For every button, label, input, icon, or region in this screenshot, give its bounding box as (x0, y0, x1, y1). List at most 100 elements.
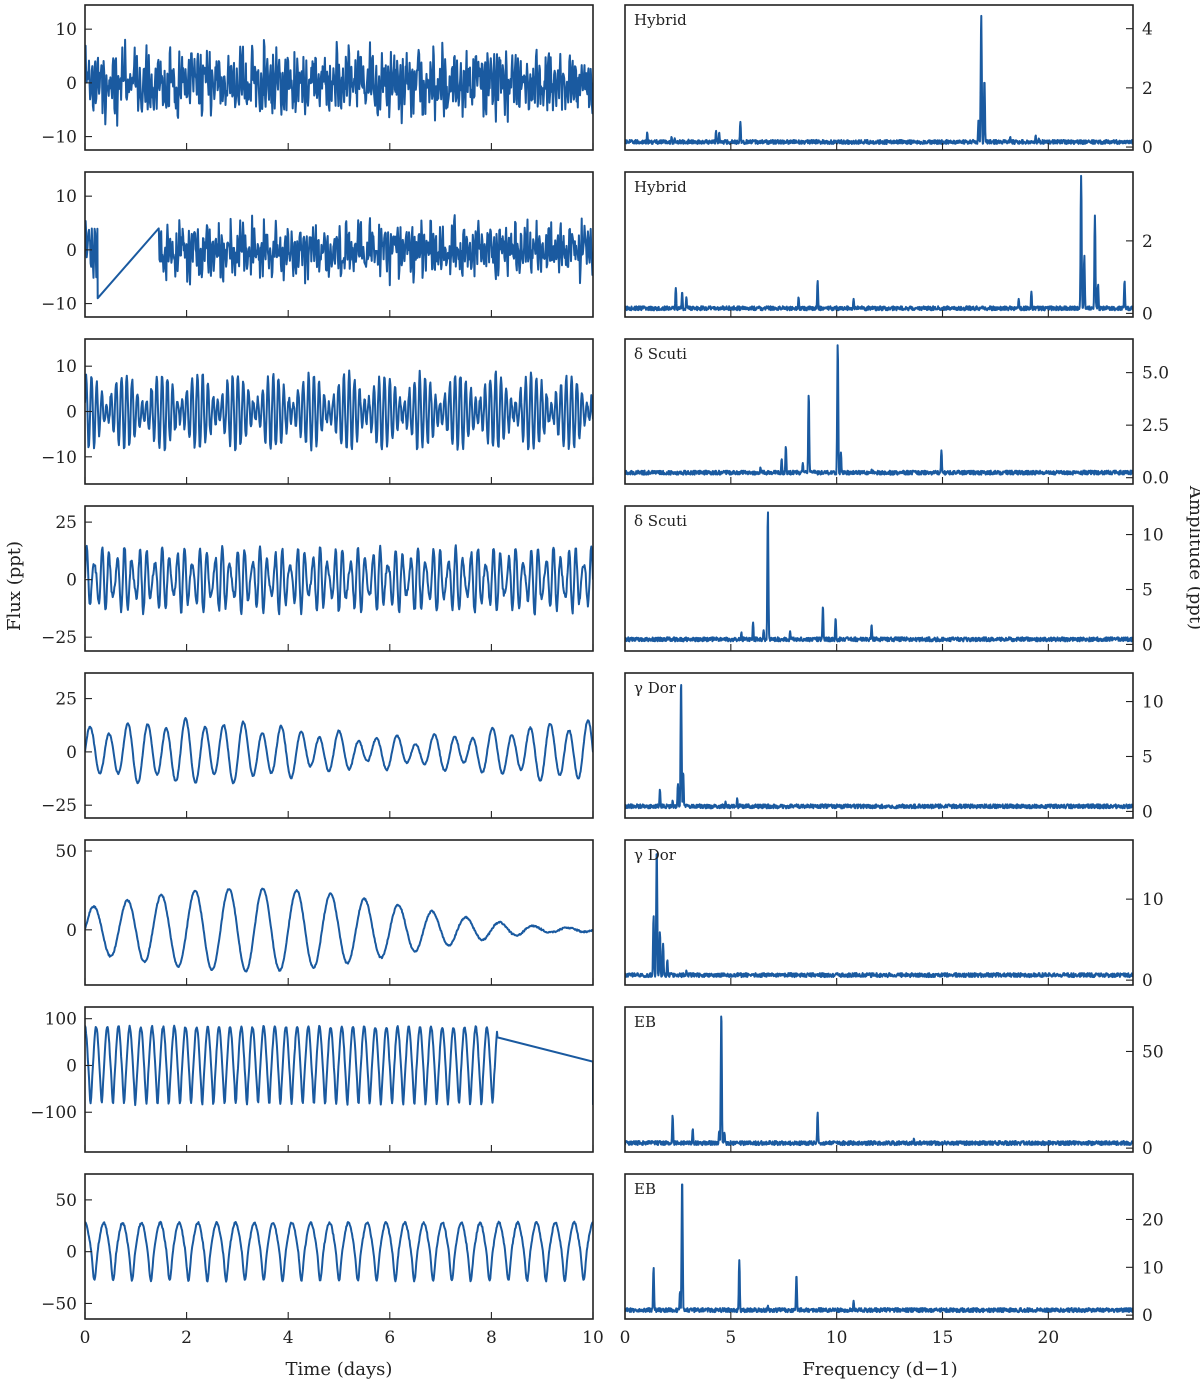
x-tick-label: 4 (283, 1328, 294, 1348)
y-tick-label: 10 (1142, 890, 1164, 910)
x-tick-label: 2 (181, 1328, 192, 1348)
y-tick-label: 10 (55, 187, 77, 207)
y-tick-label: 10 (1142, 693, 1164, 713)
x-tick-label: 10 (582, 1328, 604, 1348)
y-tick-label: 20 (1142, 1210, 1164, 1230)
y-tick-label: 50 (55, 842, 77, 862)
periodogram-trace (625, 1183, 1133, 1314)
periodogram-trace (625, 684, 1133, 810)
panel-label: γ Dor (634, 846, 677, 864)
y-tick-label: −10 (41, 295, 77, 315)
axes-frame (84, 672, 594, 819)
periodogram-trace (625, 14, 1133, 145)
panel-label: δ Scuti (634, 512, 687, 530)
periodogram-trace (625, 1015, 1133, 1147)
y-tick-label: 25 (55, 690, 77, 710)
axes-frame (84, 1173, 594, 1320)
x-tick-label: 8 (486, 1328, 497, 1348)
axes-frame (624, 1173, 1134, 1320)
y-tick-label: 5 (1142, 580, 1153, 600)
y-tick-label: −50 (41, 1294, 77, 1314)
light-curve-trace (85, 369, 593, 452)
y-tick-label: 0 (1142, 304, 1153, 324)
panel-label: γ Dor (634, 679, 677, 697)
light-curve-panel-1: −10 0 10 (41, 171, 594, 318)
y-tick-label: 50 (1142, 1042, 1164, 1062)
axes-frame (624, 171, 1134, 318)
y-tick-label: 5.0 (1142, 364, 1169, 384)
y-tick-label: −100 (30, 1103, 77, 1123)
y-tick-label: −10 (41, 448, 77, 468)
y-tick-label: −10 (41, 128, 77, 148)
periodogram-panel-6: 0 50 EB (624, 1006, 1164, 1159)
y-tick-label: 0 (66, 241, 77, 261)
axes-frame (84, 839, 594, 986)
y-tick-label: 0 (1142, 138, 1153, 158)
axes-frame (624, 1006, 1134, 1153)
y-tick-label: −25 (41, 796, 77, 816)
y-tick-label: 2 (1142, 232, 1153, 252)
periodogram-panel-1: 0 2 Hybrid (624, 171, 1153, 324)
axes-frame (84, 4, 594, 151)
x-tick-label: 10 (826, 1328, 848, 1348)
x-tick-label: 6 (384, 1328, 395, 1348)
periodogram-panel-5: 0 10 γ Dor (624, 839, 1164, 991)
axes-frame (624, 839, 1134, 986)
y-tick-label: 4 (1142, 20, 1153, 40)
y-tick-label: 0 (1142, 971, 1153, 991)
y-tick-label: 0 (66, 1056, 77, 1076)
light-curve-trace (85, 544, 593, 616)
axes-frame (624, 338, 1134, 485)
light-curve-panel-2: −10 0 10 (41, 338, 594, 485)
y-tick-label: 0 (66, 921, 77, 941)
light-curve-trace (85, 214, 593, 300)
light-curve-panel-6: −100 0 100 (30, 1006, 594, 1153)
axes-frame (624, 4, 1134, 151)
x-tick-label: 0 (80, 1328, 91, 1348)
light-curve-trace (85, 1024, 593, 1107)
light-curve-panel-3: −25 0 25 (41, 505, 594, 652)
light-curve-panel-0: −10 0 10 (41, 4, 594, 151)
light-curve-panel-5: 0 50 (55, 839, 594, 986)
right-y-axis-label: Amplitude (ppt) (1185, 485, 1200, 630)
y-tick-label: 2 (1142, 79, 1153, 99)
light-curve-panel-4: −25 0 25 (41, 672, 594, 819)
y-tick-label: 0 (66, 403, 77, 423)
y-tick-label: 0 (1142, 635, 1153, 655)
light-curve-trace (85, 717, 593, 785)
periodogram-trace (625, 174, 1133, 312)
x-tick-label: 0 (620, 1328, 631, 1348)
left-y-axis-label: Flux (ppt) (4, 541, 25, 631)
periodogram-trace (625, 853, 1133, 979)
panel-label: EB (634, 1013, 656, 1031)
panel-label: δ Scuti (634, 345, 687, 363)
y-tick-label: 10 (55, 20, 77, 40)
periodogram-panel-4: 0 5 10 γ Dor (624, 672, 1164, 822)
y-tick-label: 0 (1142, 802, 1153, 822)
periodogram-panel-7: 0 10 20 0 5 10 15 20 EB (620, 1173, 1164, 1348)
light-curve-trace (85, 887, 593, 973)
axes-frame (624, 672, 1134, 819)
y-tick-label: 0 (66, 74, 77, 94)
axes-frame (84, 171, 594, 318)
periodogram-panel-0: 0 2 4 Hybrid (624, 4, 1153, 158)
axes-frame (84, 1006, 594, 1153)
x-tick-label: 15 (932, 1328, 954, 1348)
y-tick-label: 0 (1142, 1139, 1153, 1159)
y-tick-label: 2.5 (1142, 416, 1169, 436)
light-curve-trace (85, 1220, 593, 1283)
right-x-axis-label: Frequency (d−1) (802, 1359, 957, 1380)
left-x-axis-label: Time (days) (286, 1359, 393, 1380)
y-tick-label: 100 (45, 1010, 77, 1030)
y-tick-label: 25 (55, 513, 77, 533)
periodogram-panel-2: 0.0 2.5 5.0 δ Scuti (624, 338, 1169, 489)
periodogram-panel-3: 0 5 10 δ Scuti (624, 505, 1164, 655)
y-tick-label: 0 (66, 743, 77, 763)
x-tick-label: 20 (1038, 1328, 1060, 1348)
x-tick-label: 5 (725, 1328, 736, 1348)
y-tick-label: −25 (41, 628, 77, 648)
periodogram-trace (625, 511, 1133, 643)
y-tick-label: 10 (1142, 1258, 1164, 1278)
